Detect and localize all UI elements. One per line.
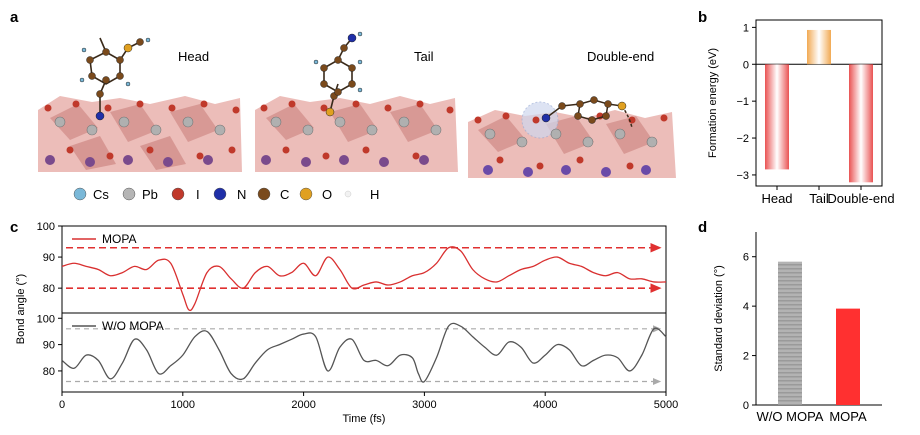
chart-c-series-line-w-o-mopa [61, 322, 667, 383]
panel-letter-a: a [10, 9, 19, 26]
legend-atom-pb-icon [122, 187, 136, 201]
chart-c-bond-angle: 80 90 100 MOPA 80 90 100 W/O MOPA 0 1000 2000 3000 4… [15, 221, 678, 425]
chart-b-ytick-label: −3 [736, 170, 749, 182]
structure-label-double-end: Double-end [587, 49, 654, 64]
legend-atom-i-icon [171, 187, 185, 201]
molecule-tail-atoms [313, 31, 363, 117]
chart-c-ytick-label: 90 [43, 340, 55, 352]
chart-d-ytick-label: 6 [743, 252, 749, 264]
chart-b-ytick-label: −2 [736, 133, 749, 145]
chart-c-ytick-label: 90 [43, 252, 55, 264]
legend-atom-h-label: H [370, 187, 379, 202]
chart-d-ytick-label: 2 [743, 351, 749, 363]
chart-d-ytick-label: 0 [743, 400, 749, 412]
panel-letter-b: b [698, 9, 707, 26]
chart-c-xlabel: Time (fs) [343, 413, 386, 425]
chart-c-ytick-label: 80 [43, 366, 55, 378]
molecule-head-atoms [79, 37, 151, 121]
legend-atom-n-label: N [237, 187, 246, 202]
surface-slab-tail [255, 96, 458, 172]
chart-c-xtick-label: 5000 [654, 399, 678, 411]
surface-slab-head [38, 96, 242, 172]
chart-b-ytick-label: 1 [743, 22, 749, 34]
legend-atom-cs-icon [73, 187, 87, 201]
chart-b-xtick-label-double-end: Double-end [827, 191, 894, 206]
legend-atom-n-icon [213, 187, 227, 201]
chart-c-ytick-label: 80 [43, 283, 55, 295]
legend-atom-c-label: C [280, 187, 289, 202]
atom-legend: Cs Pb I N C O H [73, 187, 379, 202]
surface-slab-double-end [468, 101, 676, 178]
chart-d-ytick-label: 4 [743, 301, 749, 313]
chart-c-ytick-label: 100 [37, 221, 55, 233]
legend-atom-cs-label: Cs [93, 187, 109, 202]
legend-atom-o-icon [299, 187, 313, 201]
legend-atom-o-label: O [322, 187, 332, 202]
chart-d-ylabel: Standard deviation (°) [713, 265, 725, 372]
chart-b-bar-tail [807, 29, 831, 65]
chart-b-xtick-label-head: Head [761, 191, 792, 206]
chart-d-bar-mopa [836, 308, 860, 405]
chart-c-xtick-label: 4000 [533, 399, 557, 411]
legend-atom-i-label: I [196, 187, 200, 202]
chart-c-xtick-label: 1000 [171, 399, 195, 411]
chart-c-legend-label-w-o-mopa: W/O MOPA [102, 319, 164, 333]
chart-c-frame-w-o-mopa [61, 312, 667, 393]
chart-d-xtick-label-w-o-mopa: W/O MOPA [757, 409, 824, 424]
chart-d-bar-w-o-mopa [778, 261, 802, 405]
chart-c-ytick-label: 100 [37, 313, 55, 325]
chart-c-series-line-mopa [61, 246, 667, 312]
chart-b-xtick-label-tail: Tail [809, 191, 829, 206]
panel-letter-d: d [698, 219, 707, 236]
chart-c-frame-mopa [61, 225, 667, 314]
chart-d-xtick-label-mopa: MOPA [829, 409, 867, 424]
chart-c-ylabel: Bond angle (°) [15, 274, 27, 344]
legend-atom-pb-label: Pb [142, 187, 158, 202]
chart-c-xtick-label: 0 [59, 399, 65, 411]
chart-d-standard-deviation: 0 2 4 6 W/O MOPA MOPA Standard deviation (°) [713, 232, 882, 424]
chart-c-legend-label-mopa: MOPA [102, 232, 136, 246]
chart-b-ylabel: Formation energy (eV) [707, 48, 719, 158]
chart-b-ytick-label: −1 [736, 96, 749, 108]
molecule-double-end-atoms [541, 96, 627, 124]
chart-b-bar-double-end [849, 64, 873, 183]
chart-b-bar-head [765, 64, 789, 170]
chart-b-ytick-label: 0 [743, 59, 749, 71]
chart-c-xtick-label: 2000 [291, 399, 315, 411]
legend-atom-c-icon [257, 187, 271, 201]
structure-label-head: Head [178, 49, 209, 64]
legend-atom-h-icon [344, 190, 352, 198]
panel-letter-c: c [10, 219, 18, 236]
structure-label-tail: Tail [414, 49, 434, 64]
panel-a-structures: Head Tail Double-end Cs Pb I N C O H [38, 31, 676, 202]
chart-c-xtick-label: 3000 [412, 399, 436, 411]
